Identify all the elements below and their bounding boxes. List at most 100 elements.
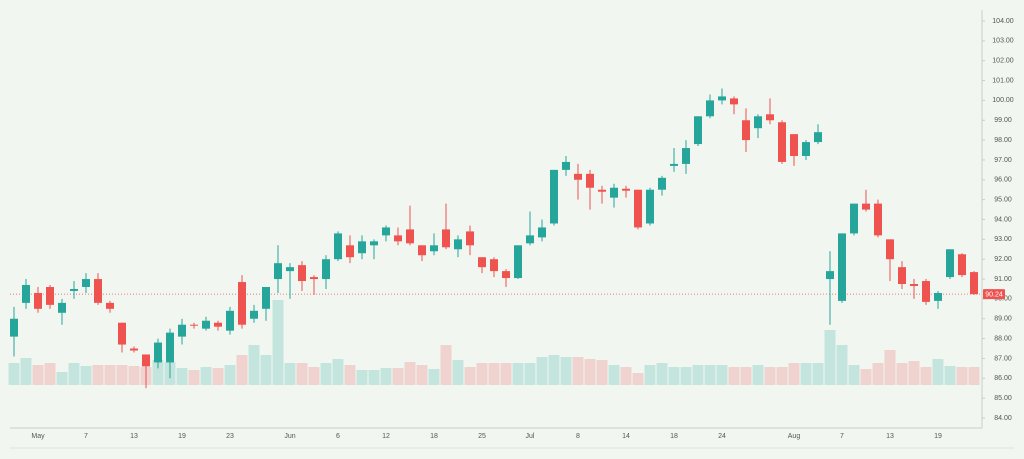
candle-body [730,98,738,105]
candle-body [478,257,486,268]
volume-bar [476,363,488,385]
candle-body [946,249,954,278]
candle-body [22,285,30,303]
y-tick-label: 87.00 [994,355,1012,362]
x-tick-label: Jun [284,433,295,440]
candle-body [214,322,222,327]
volume-bar [344,365,356,385]
x-tick-label: Aug [788,433,801,440]
volume-bar [152,360,164,385]
candle-body [922,281,930,302]
last-price-label: 90.24 [985,291,1003,298]
candle-body [562,161,570,170]
volume-bar [392,368,404,385]
volume-bar [920,367,932,385]
candle-body [286,267,294,272]
candle-body [226,310,234,331]
volume-bar [80,366,92,385]
candle-body [682,148,690,164]
volume-bar [848,365,860,385]
volume-bar [620,367,632,385]
candle-body [754,116,762,129]
candle-body [574,173,582,180]
y-tick-label: 97.00 [994,157,1012,164]
candle-body [46,286,54,305]
candle-body [694,116,702,145]
y-tick-label: 85.00 [994,395,1012,402]
volume-bar [632,373,644,385]
candle-body [502,271,510,279]
candle-body [898,267,906,285]
candle-body [646,189,654,224]
x-tick-label: 18 [430,433,438,440]
candle-body [826,271,834,280]
volume-bar [284,363,296,385]
x-tick-label: 19 [178,433,186,440]
x-tick-label: 12 [382,433,390,440]
volume-bar [584,359,596,385]
volume-bar [680,367,692,385]
candle-body [910,284,918,286]
volume-bar [272,300,284,385]
candle-body [298,265,306,282]
candle-body [670,163,678,166]
volume-bar [296,363,308,385]
volume-bar [104,365,116,385]
y-tick-label: 90.00 [994,296,1012,303]
volume-bar [524,363,536,385]
volume-bar [512,363,524,385]
volume-bar [932,359,944,385]
volume-bar [536,357,548,385]
volume-bar [704,365,716,385]
candle-body [106,302,114,309]
candle-body [634,189,642,228]
y-tick-label: 86.00 [994,375,1012,382]
volume-bar [380,368,392,385]
candle-body [466,231,474,246]
volume-bar [356,370,368,385]
volume-bar [860,369,872,385]
volume-bar [20,358,32,385]
x-tick-label: 13 [886,433,894,440]
candle-body [658,177,666,190]
x-tick-label: 18 [670,433,678,440]
candle-body [262,286,270,309]
candle-body [514,245,522,279]
x-tick-label: May [31,433,45,440]
candle-body [442,229,450,248]
candle-body [742,120,750,141]
volume-bar [968,367,980,385]
candle-body [526,235,534,244]
candle-body [622,188,630,191]
candle-body [322,259,330,280]
volume-bar [248,345,260,385]
volume-bar [944,366,956,385]
volume-bar [776,367,788,385]
volume-bar [428,369,440,385]
volume-bar [464,367,476,385]
volume-bar [416,365,428,385]
volume-bar [320,363,332,385]
candle-body [190,324,198,326]
y-tick-label: 100.00 [992,97,1014,104]
candle-body [178,324,186,337]
candle-body [766,114,774,121]
candle-body [778,122,786,162]
candle-body [958,254,966,276]
volume-bar [608,365,620,385]
volume-bar [56,372,68,385]
candle-body [238,282,246,325]
candle-body [490,259,498,272]
y-tick-label: 94.00 [994,216,1012,223]
volume-bar [812,363,824,385]
y-tick-label: 99.00 [994,117,1012,124]
x-tick-label: 19 [934,433,942,440]
volume-bar [908,361,920,385]
candle-body [886,239,894,260]
candle-body [790,134,798,156]
candle-body [250,310,258,319]
candle-body [706,100,714,117]
candle-body [34,292,42,309]
